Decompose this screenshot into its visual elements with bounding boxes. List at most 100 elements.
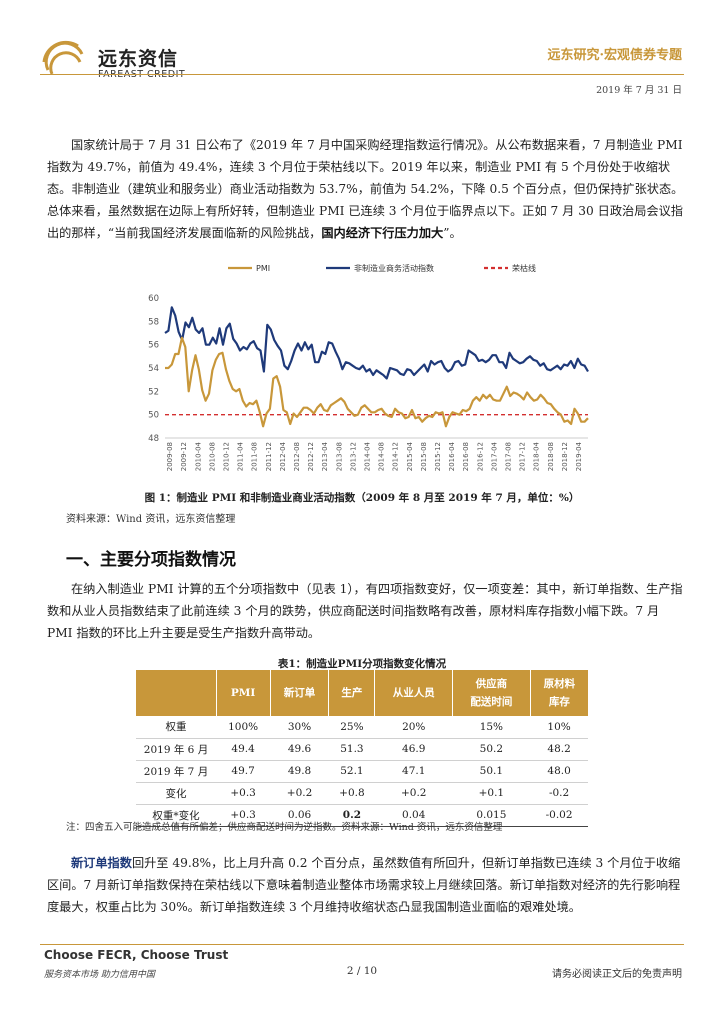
y-tick-label: 52 — [148, 387, 159, 397]
fareast-logo-icon — [42, 40, 84, 75]
table-cell: +0.3 — [216, 782, 271, 805]
x-tick-label: 2011-12 — [265, 442, 273, 471]
report-date: 2019 年 7 月 31 日 — [596, 85, 682, 96]
x-tick-label: 2014-08 — [378, 442, 386, 471]
table-row: 变化 +0.3 +0.2 +0.8 +0.2 +0.1 -0.2 — [136, 782, 588, 805]
table-cell: 48.2 — [530, 738, 588, 761]
report-series: 远东研究·宏观债券专题 — [547, 48, 682, 63]
table-cell: 10% — [530, 716, 588, 739]
new-orders-text: 回升至 49.8%，比上月升高 0.2 个百分点，虽然数值有所回升，但新订单指数… — [47, 856, 681, 914]
x-tick-label: 2013-08 — [335, 442, 343, 471]
table-cell: 变化 — [136, 782, 216, 805]
x-tick-label: 2018-04 — [533, 441, 541, 471]
x-tick-label: 2017-08 — [504, 442, 512, 471]
table-cell: 52.1 — [328, 760, 375, 783]
x-tick-label: 2017-04 — [490, 441, 498, 471]
x-tick-label: 2011-08 — [251, 442, 259, 471]
x-tick-label: 2016-12 — [476, 442, 484, 471]
table-cell: 0.015 — [452, 804, 531, 827]
x-tick-label: 2015-04 — [406, 441, 414, 471]
pmi-line-chart: PMI 非制造业商务活动指数 荣枯线 48 50 52 54 56 58 60 2009-08 200… — [148, 263, 589, 471]
table-cell: 25% — [328, 716, 375, 739]
y-tick-label: 48 — [148, 434, 159, 444]
table-header-cell: PMI — [216, 670, 271, 716]
table-cell: +0.1 — [452, 782, 531, 805]
x-tick-label: 2014-04 — [363, 441, 371, 471]
x-tick-label: 2011-04 — [237, 441, 245, 471]
non-manufacturing-series-line — [164, 306, 589, 380]
table-caption: 表1：制造业PMI分项指数变化情况 — [277, 658, 447, 670]
disclaimer-note: 请务必阅读正文后的免责声明 — [552, 969, 682, 980]
x-tick-label: 2016-08 — [462, 442, 470, 471]
new-orders-paragraph: 新订单指数回升至 49.8%，比上月升高 0.2 个百分点，虽然数值有所回升，但… — [47, 852, 687, 918]
footer-slogan: Choose FECR, Choose Trust — [44, 948, 229, 962]
table-cell: 47.1 — [374, 760, 453, 783]
subindex-table: PMI 新订单 生产 从业人员 供应商 配送时间 原材料 库存 权重 100% … — [136, 670, 588, 827]
section-title: 一、主要分项指数情况 — [66, 550, 236, 570]
header-divider — [40, 74, 684, 75]
footer-divider — [40, 944, 684, 945]
x-tick-label: 2018-08 — [547, 442, 555, 471]
intro-paragraph: 国家统计局于 7 月 31 日公布了《2019 年 7 月中国采购经理指数运行情… — [47, 134, 687, 244]
legend-label: 荣枯线 — [512, 263, 536, 273]
table-cell: +0.2 — [374, 782, 453, 805]
table-cell: 15% — [452, 716, 531, 739]
y-tick-label: 50 — [148, 411, 159, 421]
table-row: 2019 年 7 月 49.7 49.8 52.1 47.1 50.1 48.0 — [136, 760, 588, 783]
x-tick-label: 2013-12 — [349, 442, 357, 471]
table-cell: 51.3 — [328, 738, 375, 761]
x-tick-label: 2009-12 — [180, 442, 188, 471]
x-tick-label: 2019-04 — [575, 441, 583, 471]
table-row: 权重 100% 30% 25% 20% 15% 10% — [136, 716, 588, 739]
table-header-cell: 生产 — [328, 670, 376, 716]
x-tick-label: 2010-12 — [222, 442, 230, 471]
table-cell: +0.2 — [270, 782, 329, 805]
table-cell: 100% — [216, 716, 271, 739]
table-note: 注：四舍五入可能造成总值有所偏差；供应商配送时间为逆指数。资料来源：Wind 资… — [66, 822, 503, 833]
x-tick-label: 2015-08 — [420, 442, 428, 471]
figure-caption: 图 1：制造业 PMI 和非制造业商业活动指数（2009 年 8 月至 2019… — [144, 492, 580, 504]
table-header-cell: 从业人员 — [374, 670, 454, 716]
x-tick-label: 2010-08 — [208, 442, 216, 471]
figure-source: 资料来源：Wind 资讯，远东资信整理 — [66, 514, 236, 525]
y-tick-label: 58 — [148, 317, 159, 327]
table-cell: 48.0 — [530, 760, 588, 783]
table-cell: 49.4 — [216, 738, 271, 761]
table-cell: 49.6 — [270, 738, 329, 761]
table-cell: 50.2 — [452, 738, 531, 761]
table-cell: 49.7 — [216, 760, 271, 783]
table-cell: 50.1 — [452, 760, 531, 783]
table-cell: +0.3 — [216, 804, 271, 827]
table-header-cell: 原材料 库存 — [530, 670, 588, 716]
x-tick-label: 2012-04 — [279, 441, 287, 471]
table-cell: 49.8 — [270, 760, 329, 783]
x-tick-label: 2012-12 — [307, 442, 315, 471]
legend-label: PMI — [256, 264, 270, 273]
table-cell: 2019 年 6 月 — [136, 738, 216, 761]
table-cell: 30% — [270, 716, 329, 739]
table-cell: 0.04 — [374, 804, 453, 827]
table-cell: -0.02 — [530, 804, 588, 827]
pmi-series-line — [165, 336, 589, 428]
table-cell: 46.9 — [374, 738, 453, 761]
company-name-cn: 远东资信 — [98, 48, 179, 70]
new-orders-lead: 新订单指数 — [71, 856, 132, 870]
table-cell: 权重*变化 — [136, 804, 216, 827]
y-tick-label: 54 — [148, 364, 159, 374]
legend-label: 非制造业商务活动指数 — [354, 263, 434, 273]
table-cell: -0.2 — [530, 782, 588, 805]
table-header-row: PMI 新订单 生产 从业人员 供应商 配送时间 原材料 库存 — [136, 670, 588, 716]
table-row: 2019 年 6 月 49.4 49.6 51.3 46.9 50.2 48.2 — [136, 738, 588, 761]
intro-emphasis: 国内经济下行压力加大 — [321, 226, 444, 240]
x-tick-label: 2017-12 — [519, 442, 527, 471]
table-cell: 20% — [374, 716, 453, 739]
y-tick-label: 60 — [148, 294, 159, 304]
section-paragraph: 在纳入制造业 PMI 计算的五个分项指数中（见表 1），有四项指数变好，仅一项变… — [47, 582, 683, 640]
x-tick-label: 2013-04 — [321, 441, 329, 471]
table-cell: 权重 — [136, 716, 216, 739]
x-tick-label: 2009-08 — [166, 442, 174, 471]
table-row: 权重*变化 +0.3 0.06 0.2 0.04 0.015 -0.02 — [136, 804, 588, 827]
x-tick-label: 2016-04 — [448, 441, 456, 471]
table-cell: 0.2 — [328, 804, 375, 827]
intro-text: 国家统计局于 7 月 31 日公布了《2019 年 7 月中国采购经理指数运行情… — [47, 138, 684, 240]
